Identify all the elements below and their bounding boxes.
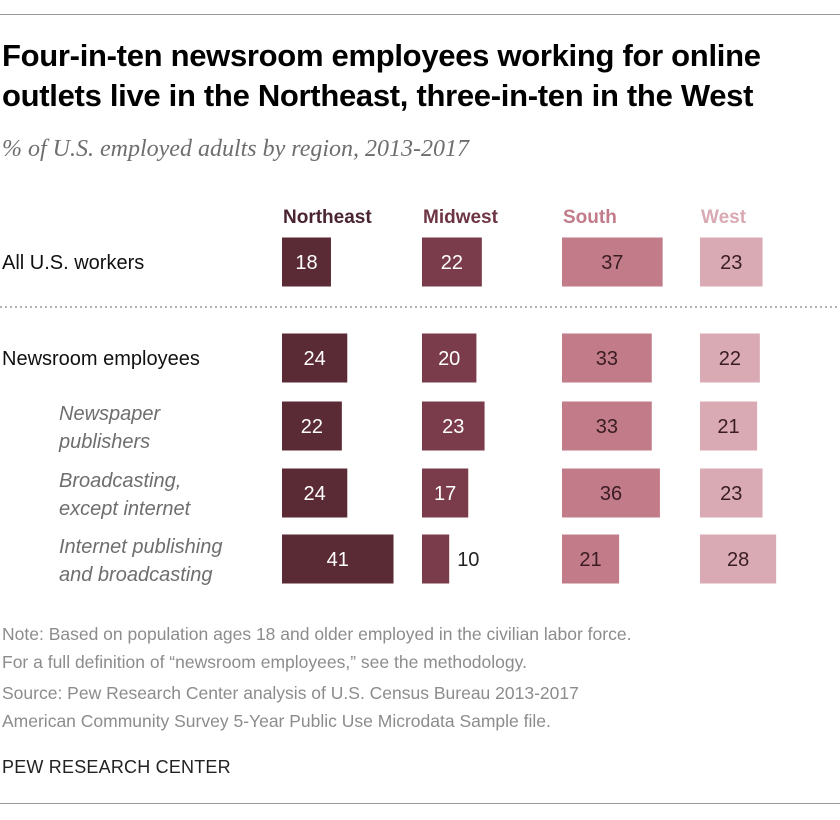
bar-northeast-newspaper-publishers: [282, 401, 342, 451]
bar-northeast-internet-publishing-and-broadcasting: [282, 534, 394, 584]
value-label-northeast-internet-publishing-and-broadcasting: 41: [327, 549, 349, 571]
bar-midwest-internet-publishing-and-broadcasting: [422, 534, 450, 584]
bar-midwest-broadcasting-except-internet: [422, 468, 469, 518]
value-label-midwest-newsroom-employees: 20: [438, 348, 460, 370]
bar-south-broadcasting-except-internet: [562, 468, 660, 518]
bar-west-broadcasting-except-internet: [700, 468, 763, 518]
chart-title: Four-in-ten newsroom employees working f…: [2, 38, 761, 113]
value-label-west-newsroom-employees: 22: [719, 348, 741, 370]
source-line-2: American Community Survey 5-Year Public …: [2, 711, 551, 731]
bar-south-newspaper-publishers: [562, 401, 652, 451]
category-label-newsroom-employees: Newsroom employees: [2, 348, 200, 370]
source-line-1: Source: Pew Research Center analysis of …: [2, 683, 579, 703]
value-label-south-all-u-s-workers: 37: [601, 252, 623, 274]
bar-west-all-u-s-workers: [700, 237, 763, 287]
bar-midwest-newspaper-publishers: [422, 401, 485, 451]
bar-south-newsroom-employees: [562, 333, 652, 383]
bar-south-internet-publishing-and-broadcasting: [562, 534, 620, 584]
value-label-northeast-broadcasting-except-internet: 24: [304, 483, 326, 505]
column-header-midwest: Midwest: [423, 207, 499, 228]
bar-northeast-broadcasting-except-internet: [282, 468, 348, 518]
category-label-internet-publishing-and-broadcasting-line-2: and broadcasting: [59, 564, 212, 586]
value-label-northeast-all-u-s-workers: 18: [295, 252, 317, 274]
bar-chart: Northeast Midwest South West All U.S. worker…: [0, 207, 840, 586]
bar-northeast-newsroom-employees: [282, 333, 348, 383]
category-label-broadcasting-except-internet-line-2: except internet: [59, 498, 192, 520]
value-label-west-newspaper-publishers: 21: [717, 416, 739, 438]
value-label-south-newsroom-employees: 33: [596, 348, 618, 370]
value-label-northeast-newspaper-publishers: 22: [301, 416, 323, 438]
value-label-west-broadcasting-except-internet: 23: [720, 483, 742, 505]
value-label-northeast-newsroom-employees: 24: [304, 348, 326, 370]
value-label-midwest-internet-publishing-and-broadcasting: 10: [457, 549, 479, 571]
value-label-midwest-newspaper-publishers: 23: [442, 416, 464, 438]
value-label-west-all-u-s-workers: 23: [720, 252, 742, 274]
column-header-south: South: [563, 207, 617, 228]
value-label-west-internet-publishing-and-broadcasting: 28: [727, 549, 749, 571]
bar-northeast-all-u-s-workers: [282, 237, 331, 287]
bar-midwest-newsroom-employees: [422, 333, 477, 383]
bar-south-all-u-s-workers: [562, 237, 663, 287]
chart-subtitle: % of U.S. employed adults by region, 201…: [2, 136, 470, 162]
value-label-south-internet-publishing-and-broadcasting: 21: [579, 549, 601, 571]
bar-midwest-all-u-s-workers: [422, 237, 482, 287]
bar-west-internet-publishing-and-broadcasting: [700, 534, 777, 584]
value-label-midwest-broadcasting-except-internet: 17: [434, 483, 456, 505]
bar-west-newspaper-publishers: [700, 401, 758, 451]
value-label-south-broadcasting-except-internet: 36: [600, 483, 622, 505]
bottom-rule: [0, 803, 840, 804]
category-label-all-u-s-workers: All U.S. workers: [2, 252, 144, 274]
bar-west-newsroom-employees: [700, 333, 760, 383]
category-label-internet-publishing-and-broadcasting-line-1: Internet publishing: [59, 536, 222, 558]
value-label-midwest-all-u-s-workers: 22: [441, 252, 463, 274]
value-label-south-newspaper-publishers: 33: [596, 416, 618, 438]
note-line-1: Note: Based on population ages 18 and ol…: [2, 624, 632, 644]
column-header-west: West: [701, 207, 747, 228]
note-line-2: For a full definition of “newsroom emplo…: [2, 652, 527, 672]
top-rule: [0, 14, 840, 15]
category-label-newspaper-publishers-line-2: publishers: [58, 431, 150, 453]
column-header-northeast: Northeast: [283, 207, 372, 228]
category-label-newspaper-publishers-line-1: Newspaper: [59, 403, 162, 425]
pew-research-center-logo: PEW RESEARCH CENTER: [2, 757, 231, 777]
category-label-broadcasting-except-internet-line-1: Broadcasting,: [59, 470, 181, 492]
